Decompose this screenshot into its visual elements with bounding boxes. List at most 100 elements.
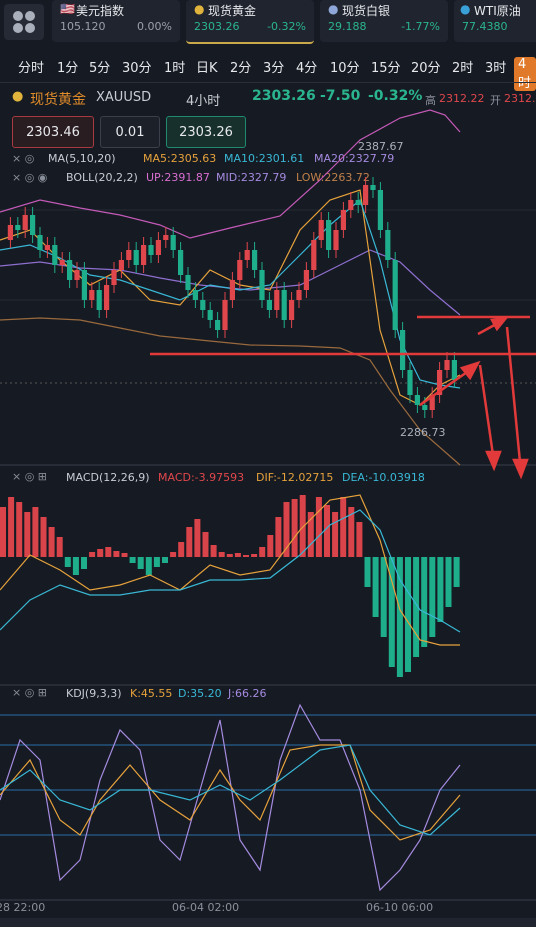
macd-bar (348, 507, 355, 557)
macd-bar (129, 557, 136, 563)
timeframe-tab[interactable]: 3分 (263, 61, 285, 76)
timeframe-tab[interactable]: 30分 (122, 61, 152, 76)
timeframe-tab[interactable]: 分时 (18, 61, 45, 76)
timeframe-tab[interactable]: 日K (196, 61, 218, 76)
period-selector[interactable]: 4小时 (186, 94, 221, 109)
ticker-price: 2303.26 (194, 20, 240, 33)
j-value: J:66.26 (228, 687, 267, 700)
ticker-price: 77.4380 (462, 20, 508, 33)
macd-bar (0, 507, 6, 557)
timeframe-tab[interactable]: 15分 (371, 61, 401, 76)
open-label: 开 (490, 94, 501, 107)
boll-label: BOLL(20,2,2) (66, 171, 138, 184)
macd-bar (48, 527, 55, 557)
macd-bar (429, 557, 436, 637)
timeframe-tab[interactable]: 1时 (164, 61, 186, 76)
timeframe-tab[interactable]: 3时 (485, 61, 507, 76)
candle-body (133, 250, 139, 265)
macd-bar (324, 505, 330, 557)
ticker-card[interactable]: 🇺🇸 美元指数 105.120 0.00% (52, 0, 180, 42)
candle-body (259, 270, 265, 300)
macd-bar (145, 557, 152, 575)
timeframe-tab[interactable]: 10分 (330, 61, 360, 76)
macd-bar (178, 542, 185, 557)
timeframe-tab[interactable]: 20分 (411, 61, 441, 76)
indicator-icons[interactable]: × ◎ ◉ (12, 171, 48, 184)
ticker-card[interactable]: ● 现货白银 29.188 -1.77% (320, 0, 448, 42)
candle-body (400, 330, 406, 370)
gold-icon: ● (12, 89, 24, 104)
candle-body (370, 185, 376, 190)
candle-body (333, 230, 339, 250)
timeframe-tab[interactable]: 5分 (89, 61, 111, 76)
candle-body (326, 220, 332, 250)
macd-bar (291, 499, 298, 557)
macd-bar (267, 535, 274, 557)
kdj-levels (0, 714, 536, 836)
candle-body (44, 245, 50, 250)
timeframe-tab[interactable]: 4分 (296, 61, 318, 76)
buy-button[interactable]: 2303.26 (166, 116, 246, 148)
candle-body (89, 290, 95, 300)
candle-body (303, 270, 309, 290)
candle-body (126, 250, 132, 260)
macd-bar (24, 512, 31, 557)
boll-mid-value: MID:2327.79 (216, 171, 287, 184)
ma10-value: MA10:2301.61 (224, 152, 305, 165)
candle-body (422, 405, 428, 410)
kdj-label: KDJ(9,3,3) (66, 687, 122, 700)
macd-bar (259, 547, 266, 557)
candle-body (274, 290, 280, 310)
macd-bar (340, 497, 347, 557)
candle-body (355, 200, 361, 205)
macd-bar (137, 557, 144, 569)
timeframe-tab[interactable]: 1分 (57, 61, 79, 76)
candle-body (74, 270, 80, 280)
candle-body (59, 260, 65, 265)
boll-up-value: UP:2391.87 (146, 171, 210, 184)
macd-bar (81, 557, 87, 569)
macd-bar (299, 495, 306, 557)
symbol-name[interactable]: 现货黄金 (30, 92, 86, 108)
macd-bar (356, 522, 363, 557)
candle-body (385, 230, 391, 260)
indicator-icons[interactable]: × ◎ (12, 152, 35, 165)
macd-bar (89, 552, 96, 557)
menu-button[interactable] (4, 4, 44, 40)
macd-bar (437, 557, 444, 622)
sell-button[interactable]: 2303.46 (12, 116, 94, 148)
candle-body (141, 245, 147, 265)
ticker-change: 0.00% (137, 20, 172, 33)
indicator-icons[interactable]: × ◎ ⊞ (12, 686, 48, 699)
macd-bar (421, 557, 428, 647)
macd-bar (202, 532, 209, 557)
candle-body (148, 245, 154, 255)
candle-body (340, 210, 346, 230)
macd-bar (40, 517, 47, 557)
price-change: -7.50 (320, 88, 361, 104)
time-label: 28 22:00 (0, 901, 46, 914)
macd-bar (8, 497, 15, 557)
high-label: 高 (425, 94, 436, 107)
candle-body (185, 275, 191, 290)
timeframe-tab[interactable]: 2时 (452, 61, 474, 76)
indicator-icons[interactable]: × ◎ ⊞ (12, 470, 48, 483)
macd-bar (218, 552, 225, 557)
macd-bar (234, 553, 241, 557)
macd-bar (380, 557, 387, 637)
ticker-card[interactable]: ● WTI原油 77.4380 (454, 0, 536, 42)
candle-body (392, 260, 398, 330)
timeframe-tab[interactable]: 2分 (230, 61, 252, 76)
candle-body (229, 280, 235, 300)
macd-bar (16, 502, 23, 557)
macd-bar (364, 557, 371, 587)
time-label: 06-10 06:00 (366, 901, 434, 914)
macd-label: MACD(12,26,9) (66, 471, 150, 484)
candle-body (363, 185, 369, 205)
macd-bar (453, 557, 460, 587)
kdj-lines (0, 703, 461, 892)
quantity-input[interactable]: 0.01 (100, 116, 160, 148)
ticker-card[interactable]: ● 现货黄金 2303.26 -0.32% (186, 0, 314, 44)
candle-body (437, 370, 443, 395)
time-label: 06-04 02:00 (172, 901, 240, 914)
